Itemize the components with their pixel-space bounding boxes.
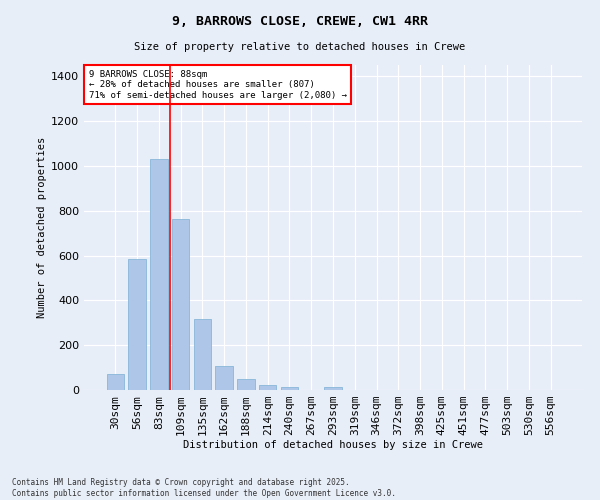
Text: Size of property relative to detached houses in Crewe: Size of property relative to detached ho… <box>134 42 466 52</box>
Bar <box>150 159 167 390</box>
Text: 9, BARROWS CLOSE, CREWE, CW1 4RR: 9, BARROWS CLOSE, CREWE, CW1 4RR <box>172 15 428 28</box>
Bar <box>324 388 342 390</box>
Bar <box>194 320 211 390</box>
X-axis label: Distribution of detached houses by size in Crewe: Distribution of detached houses by size … <box>183 440 483 450</box>
Bar <box>237 380 254 390</box>
Y-axis label: Number of detached properties: Number of detached properties <box>37 137 47 318</box>
Bar <box>128 259 146 390</box>
Text: 9 BARROWS CLOSE: 88sqm
← 28% of detached houses are smaller (807)
71% of semi-de: 9 BARROWS CLOSE: 88sqm ← 28% of detached… <box>89 70 347 100</box>
Bar <box>107 374 124 390</box>
Bar <box>215 366 233 390</box>
Bar <box>281 388 298 390</box>
Text: Contains HM Land Registry data © Crown copyright and database right 2025.
Contai: Contains HM Land Registry data © Crown c… <box>12 478 396 498</box>
Bar <box>172 218 190 390</box>
Bar <box>259 385 277 390</box>
